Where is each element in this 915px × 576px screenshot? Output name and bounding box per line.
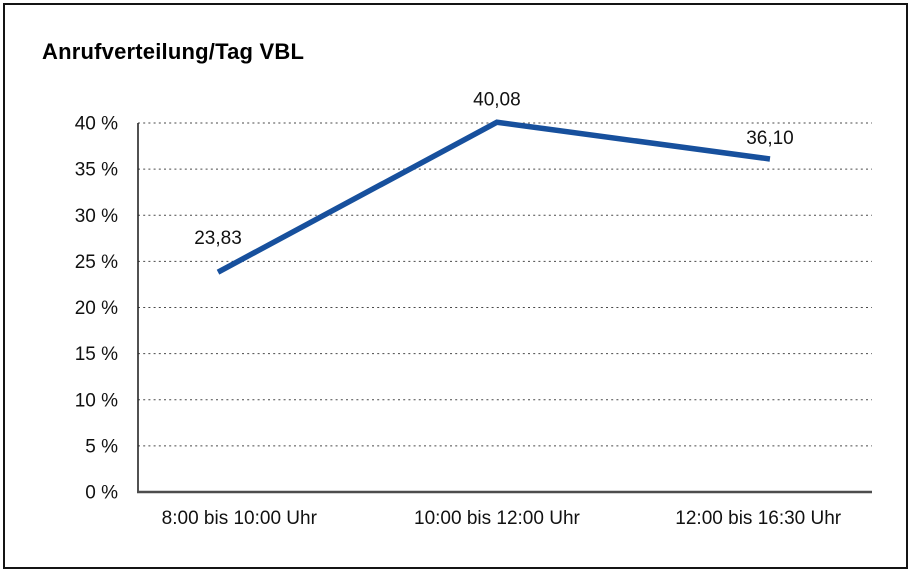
y-tick-label: 0 %: [85, 483, 118, 504]
y-tick-label: 25 %: [75, 252, 118, 273]
x-tick-label: 12:00 bis 16:30 Uhr: [675, 508, 842, 529]
chart-frame: Anrufverteilung/Tag VBL: [3, 3, 908, 569]
x-tick-label: 8:00 bis 10:00 Uhr: [162, 508, 318, 529]
series-line: [216, 119, 771, 275]
y-tick-label: 20 %: [75, 298, 118, 319]
y-tick-label: 5 %: [85, 436, 118, 457]
data-label: 36,10: [746, 128, 794, 149]
data-label: 23,83: [194, 228, 242, 249]
y-tick-label: 10 %: [75, 390, 118, 411]
x-tick-label: 10:00 bis 12:00 Uhr: [414, 508, 581, 529]
chart-title: Anrufverteilung/Tag VBL: [42, 39, 305, 64]
y-tick-label: 15 %: [75, 344, 118, 365]
data-label: 40,08: [473, 89, 521, 110]
y-tick-label: 40 %: [75, 114, 118, 135]
y-tick-label: 35 %: [75, 160, 118, 181]
y-tick-label: 30 %: [75, 206, 118, 227]
